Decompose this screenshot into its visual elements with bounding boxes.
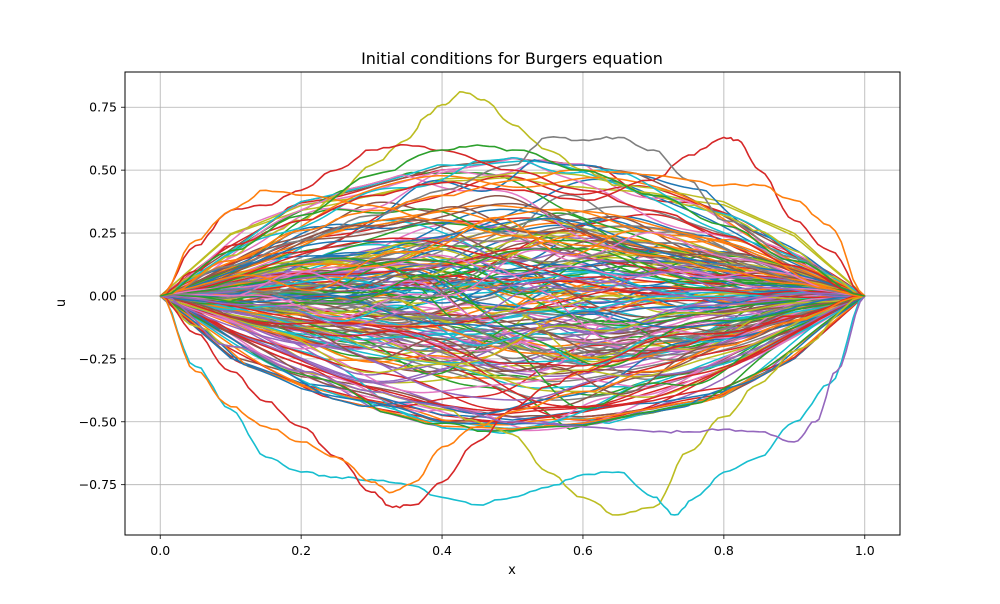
highlighted-series-line bbox=[160, 91, 865, 297]
y-tick-label: 0.75 bbox=[89, 100, 117, 115]
series-line bbox=[160, 250, 865, 304]
x-tick-label: 0.4 bbox=[432, 543, 452, 558]
series-line bbox=[160, 294, 865, 341]
y-tick-label: 0.00 bbox=[89, 288, 117, 303]
highlighted-series-line bbox=[159, 295, 866, 516]
x-axis-label: x bbox=[508, 563, 516, 578]
series-line bbox=[160, 247, 865, 297]
highlighted-series-line bbox=[159, 295, 865, 509]
x-tick-label: 1.0 bbox=[855, 543, 875, 558]
series-line bbox=[159, 295, 866, 408]
series-line bbox=[159, 175, 866, 297]
highlighted-series-line bbox=[159, 189, 865, 297]
series-line bbox=[159, 204, 866, 297]
series-line bbox=[159, 157, 866, 297]
series-line bbox=[160, 258, 865, 327]
axes-frame bbox=[124, 71, 901, 536]
series-line bbox=[159, 226, 865, 297]
series-line bbox=[159, 295, 866, 408]
series-line bbox=[159, 172, 866, 297]
series-line bbox=[160, 274, 865, 368]
series-line bbox=[160, 292, 865, 320]
y-tick-label: −0.50 bbox=[79, 414, 117, 429]
highlighted-series-line bbox=[159, 295, 865, 494]
series-line bbox=[159, 159, 866, 297]
series-line bbox=[159, 217, 866, 297]
y-tick-label: 0.25 bbox=[89, 226, 117, 241]
series-line bbox=[160, 234, 865, 297]
x-ticks: 0.0 0.2 0.4 0.6 0.8 1.0 bbox=[150, 535, 875, 558]
series-line bbox=[159, 295, 866, 426]
series-line bbox=[159, 295, 866, 418]
series-line bbox=[159, 295, 866, 415]
series-line bbox=[159, 160, 866, 297]
series-line bbox=[159, 295, 866, 431]
series-line bbox=[159, 295, 866, 398]
series-line bbox=[159, 174, 866, 297]
chart-title: Initial conditions for Burgers equation bbox=[361, 49, 663, 68]
highlighted-series-line bbox=[160, 136, 865, 297]
series-line bbox=[160, 271, 865, 297]
series-line bbox=[159, 194, 866, 297]
x-tick-label: 0.8 bbox=[714, 543, 734, 558]
x-tick-label: 0.2 bbox=[291, 543, 311, 558]
series-line bbox=[160, 295, 865, 335]
y-axis-label: u bbox=[54, 299, 69, 307]
series-line bbox=[160, 295, 865, 355]
highlighted-series-line bbox=[159, 143, 865, 297]
series-line bbox=[159, 295, 866, 401]
y-tick-label: −0.25 bbox=[79, 351, 117, 366]
highlighted-series-line bbox=[160, 144, 865, 297]
y-tick-label: 0.50 bbox=[89, 163, 117, 178]
series-lines bbox=[159, 91, 866, 516]
y-tick-label: −0.75 bbox=[79, 477, 117, 492]
x-tick-label: 0.0 bbox=[150, 543, 170, 558]
series-line bbox=[160, 231, 865, 319]
series-line bbox=[160, 271, 865, 327]
x-tick-label: 0.6 bbox=[573, 543, 593, 558]
series-line bbox=[160, 295, 865, 374]
series-line bbox=[159, 295, 866, 430]
series-line bbox=[159, 202, 866, 297]
y-ticks: −0.75 −0.50 −0.25 0.00 0.25 0.50 0.75 bbox=[79, 100, 125, 492]
series-line bbox=[160, 295, 866, 377]
highlighted-series-line bbox=[160, 295, 866, 443]
